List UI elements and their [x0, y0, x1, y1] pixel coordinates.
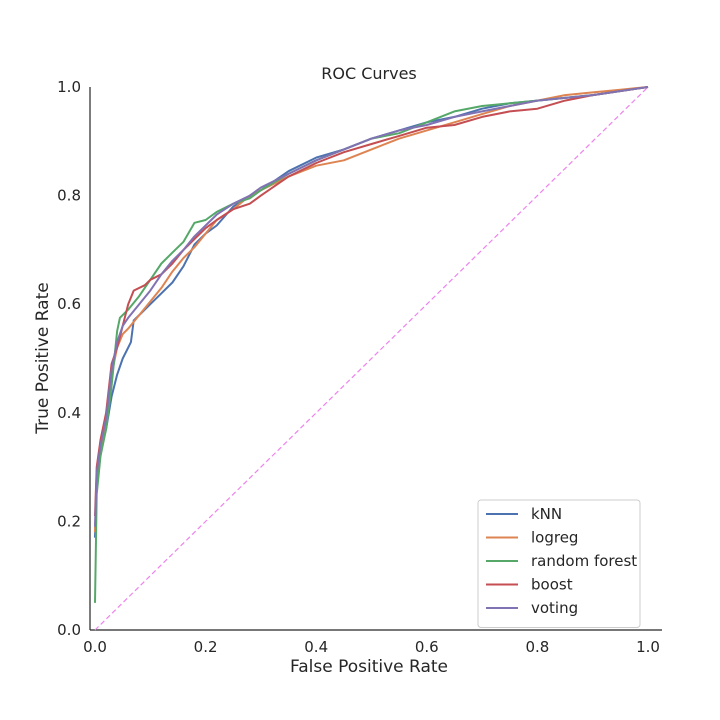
x-tick-label: 0.4 — [304, 638, 328, 656]
legend: kNN logreg random forest boost voting — [477, 499, 641, 628]
series-line-voting — [94, 86, 649, 527]
plot-area: 0.0 0.2 0.4 0.6 0.8 1.0 0.0 0.2 0.4 0.6 0.8 1.0 — [57, 78, 662, 656]
legend-entry-label: logreg — [531, 529, 578, 547]
x-tick-label: 0.2 — [194, 638, 218, 656]
y-tick-label: 1.0 — [57, 78, 81, 96]
x-axis-label: False Positive Rate — [290, 657, 448, 677]
legend-box — [477, 499, 641, 628]
legend-entry-label: boost — [531, 576, 573, 594]
y-tick-label: 0.4 — [57, 404, 81, 422]
legend-entry-label: random forest — [531, 552, 637, 570]
chart-title: ROC Curves — [321, 64, 417, 83]
legend-entry-label: voting — [531, 599, 578, 617]
x-tick-label: 0.0 — [83, 638, 107, 656]
y-axis-label: True Positive Rate — [33, 282, 53, 434]
y-tick-label: 0.6 — [57, 295, 81, 313]
x-tick-label: 1.0 — [636, 638, 660, 656]
legend-entry-label: kNN — [531, 505, 562, 523]
y-tick-label: 0.2 — [57, 512, 81, 530]
x-tick-label: 0.8 — [525, 638, 549, 656]
diagonal-reference-line — [94, 86, 649, 631]
y-tick-label: 0.0 — [57, 621, 81, 639]
series-line-boost — [94, 86, 649, 517]
series-line-random-forest — [94, 86, 649, 603]
x-tick-label: 0.6 — [415, 638, 439, 656]
y-tick-label: 0.8 — [57, 187, 81, 205]
